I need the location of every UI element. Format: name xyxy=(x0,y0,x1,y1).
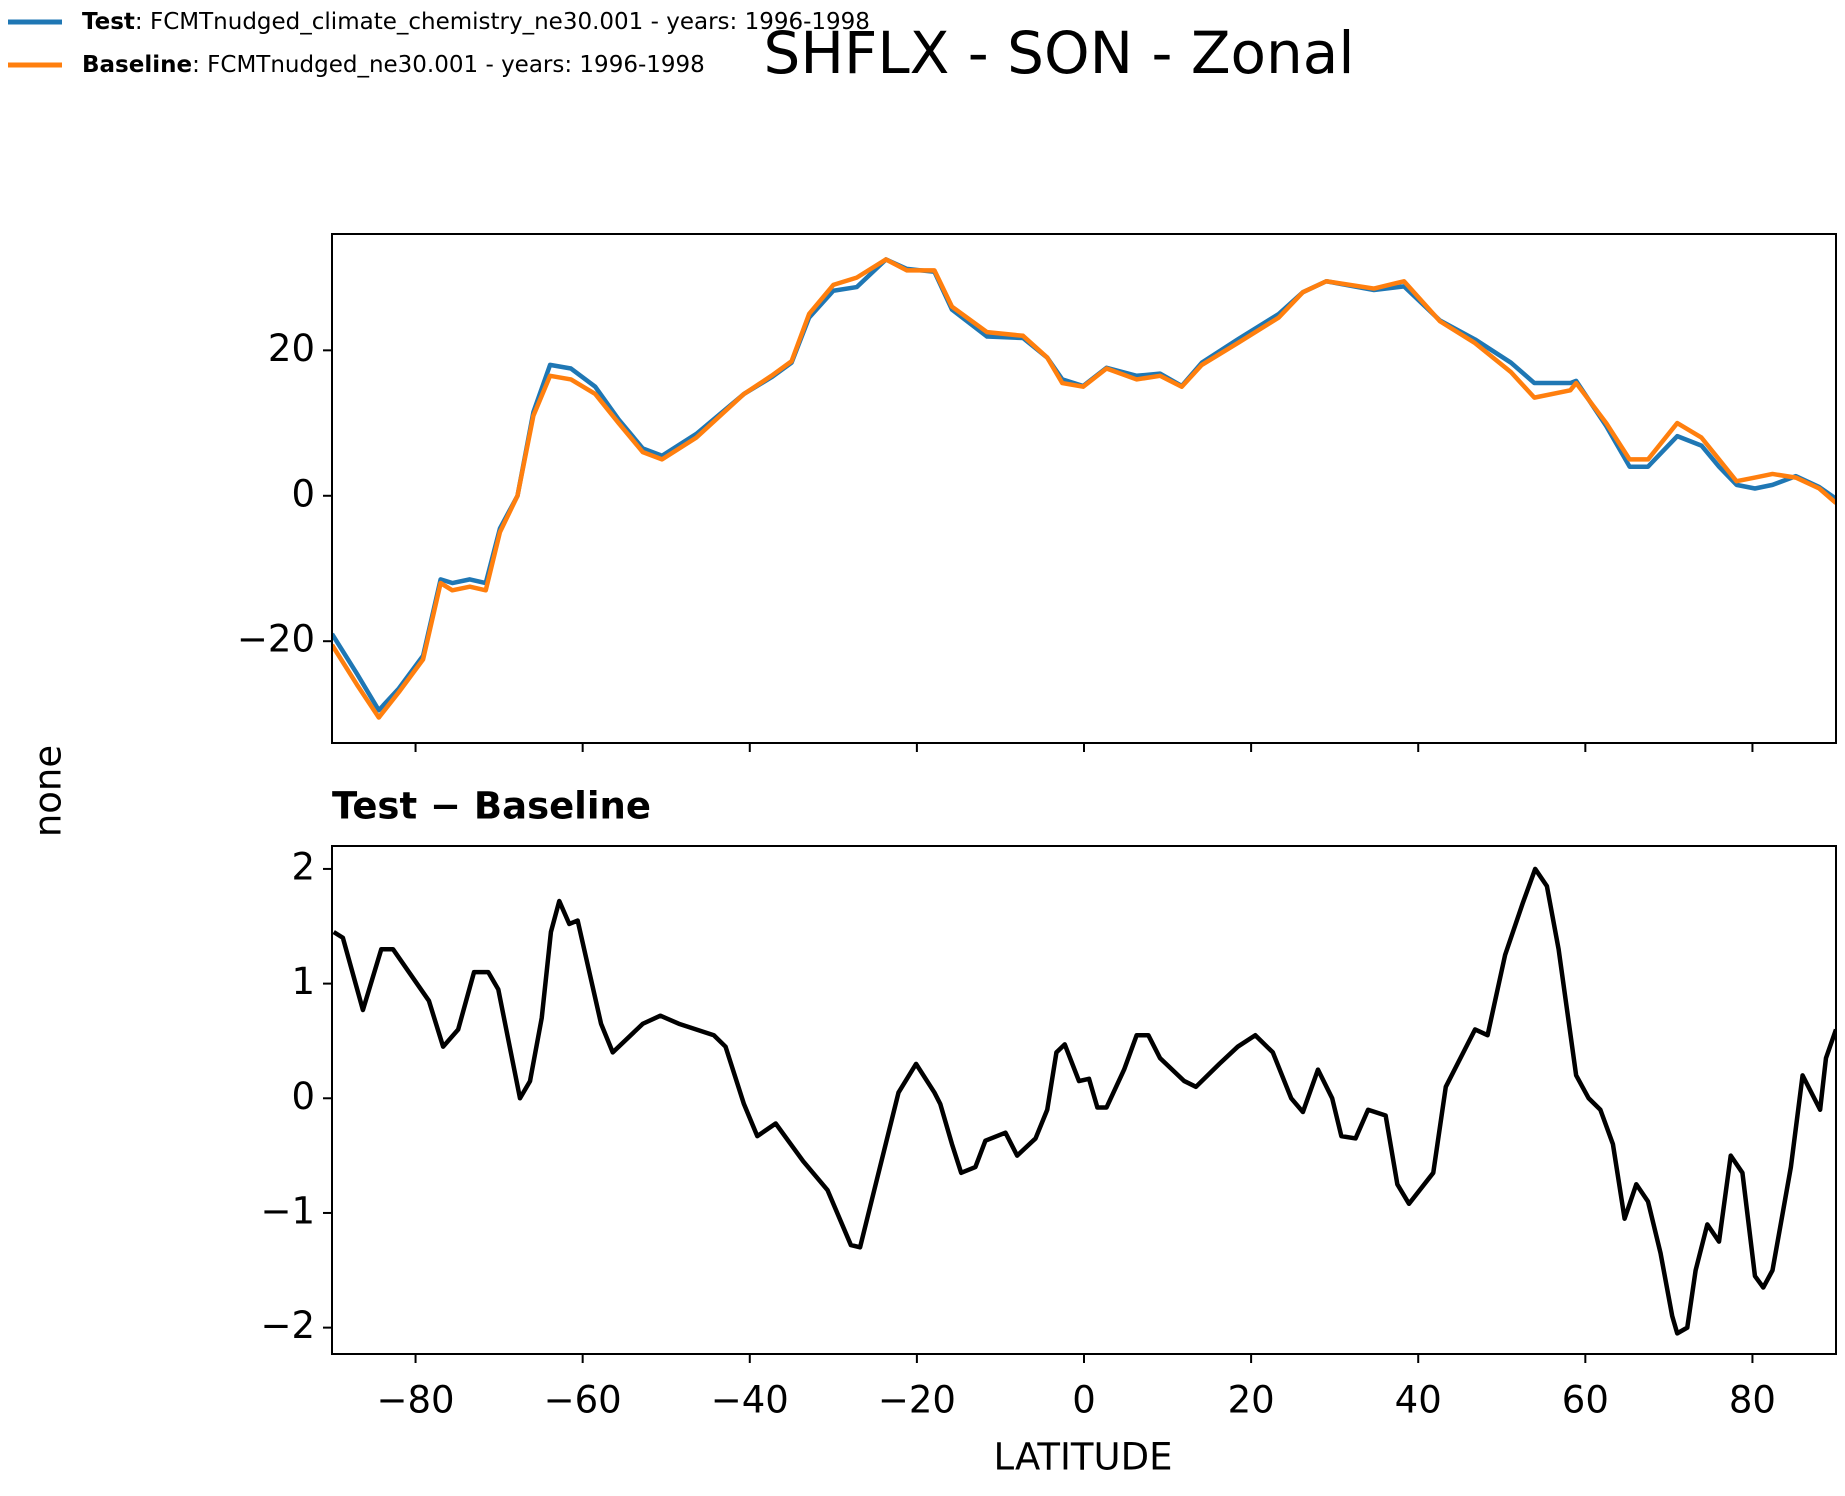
x-axis-label: LATITUDE xyxy=(994,1436,1173,1479)
legend-description: : FCMTnudged_ne30.001 - years: 1996-1998 xyxy=(192,52,705,78)
legend-name: Test xyxy=(82,9,135,35)
x-tick-label: 60 xyxy=(1562,1379,1609,1422)
plot-frame xyxy=(331,233,1837,744)
panel-title: Test − Baseline xyxy=(332,785,651,828)
y-tick-label: 0 xyxy=(291,472,315,515)
x-tick-label: 40 xyxy=(1395,1379,1442,1422)
data-line xyxy=(332,257,1836,713)
legend-description: : FCMTnudged_climate_chemistry_ne30.001 … xyxy=(135,9,870,35)
data-line xyxy=(332,257,1836,720)
x-tick-label: 0 xyxy=(1072,1379,1096,1422)
legend-label: Baseline: FCMTnudged_ne30.001 - years: 1… xyxy=(82,52,705,78)
x-tick-label: 80 xyxy=(1729,1379,1776,1422)
x-tick-label: −40 xyxy=(711,1379,789,1422)
y-tick-label: 1 xyxy=(291,960,315,1003)
y-tick-label: 0 xyxy=(291,1075,315,1118)
x-tick-label: −80 xyxy=(377,1379,455,1422)
plot-frame xyxy=(331,845,1837,1355)
x-tick-label: −20 xyxy=(878,1379,956,1422)
y-tick-label: −1 xyxy=(260,1189,315,1232)
y-tick-label: 20 xyxy=(268,327,315,370)
y-tick-label: −2 xyxy=(260,1304,315,1347)
x-tick-label: 20 xyxy=(1228,1379,1275,1422)
y-tick-label: 2 xyxy=(291,845,315,888)
y-tick-label: −20 xyxy=(237,618,315,661)
data-line xyxy=(332,866,1836,1336)
legend-name: Baseline xyxy=(82,52,192,78)
y-axis-label: none xyxy=(27,745,70,837)
figure-title: SHFLX - SON - Zonal xyxy=(764,19,1355,87)
legend-label: Test: FCMTnudged_climate_chemistry_ne30.… xyxy=(82,9,870,35)
x-tick-label: −60 xyxy=(544,1379,622,1422)
